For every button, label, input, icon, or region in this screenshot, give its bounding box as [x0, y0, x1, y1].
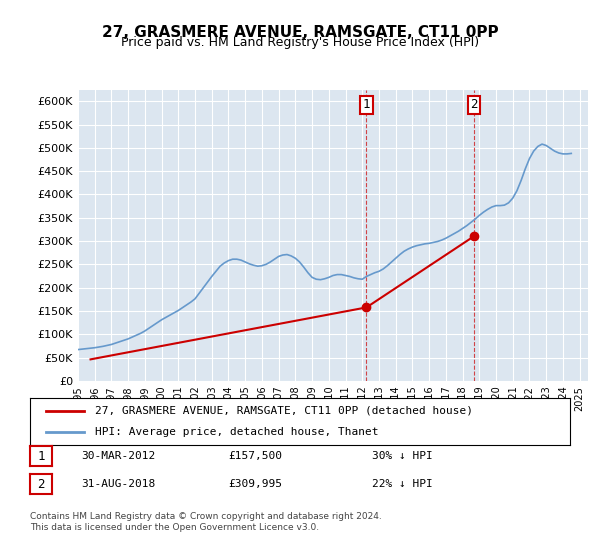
Text: 30% ↓ HPI: 30% ↓ HPI [372, 451, 433, 461]
Text: 27, GRASMERE AVENUE, RAMSGATE, CT11 0PP: 27, GRASMERE AVENUE, RAMSGATE, CT11 0PP [101, 25, 499, 40]
Text: 2: 2 [37, 478, 44, 491]
Text: 2: 2 [470, 99, 478, 111]
Text: £309,995: £309,995 [228, 479, 282, 489]
Text: Price paid vs. HM Land Registry's House Price Index (HPI): Price paid vs. HM Land Registry's House … [121, 36, 479, 49]
Text: 31-AUG-2018: 31-AUG-2018 [81, 479, 155, 489]
Text: Contains HM Land Registry data © Crown copyright and database right 2024.
This d: Contains HM Land Registry data © Crown c… [30, 512, 382, 532]
Text: 22% ↓ HPI: 22% ↓ HPI [372, 479, 433, 489]
Text: 27, GRASMERE AVENUE, RAMSGATE, CT11 0PP (detached house): 27, GRASMERE AVENUE, RAMSGATE, CT11 0PP … [95, 406, 473, 416]
Text: 1: 1 [362, 99, 370, 111]
Text: HPI: Average price, detached house, Thanet: HPI: Average price, detached house, Than… [95, 427, 379, 437]
Text: 1: 1 [37, 450, 44, 463]
Text: 30-MAR-2012: 30-MAR-2012 [81, 451, 155, 461]
Text: £157,500: £157,500 [228, 451, 282, 461]
